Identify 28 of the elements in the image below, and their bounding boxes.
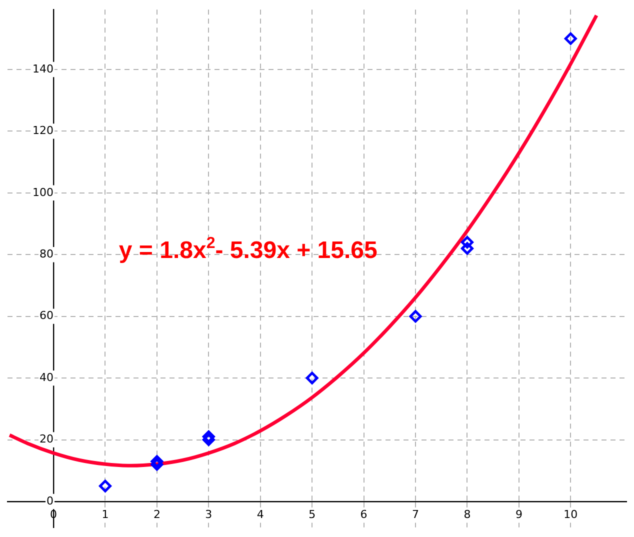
x-tick-label: 9: [515, 508, 522, 521]
y-tick-label: 0: [46, 494, 54, 508]
point: [202, 430, 215, 443]
y-tick-label: 60: [40, 309, 54, 322]
y-tick-label: 40: [40, 370, 54, 384]
point: [150, 455, 164, 468]
x-tick-label: 4: [256, 508, 264, 521]
y-tick-label: 20: [40, 432, 54, 446]
x-tick-label: 10: [564, 508, 578, 521]
point: [460, 236, 474, 249]
x-tick-label: 6: [360, 508, 368, 521]
x-tick-label: 3: [205, 508, 212, 521]
x-tick-label: 5: [308, 508, 316, 521]
point: [460, 242, 474, 255]
point: [409, 310, 422, 323]
x-tick-label: 7: [412, 508, 420, 521]
y-tick-label: 100: [32, 186, 54, 199]
point: [98, 480, 112, 492]
point: [150, 458, 164, 471]
x-tick-label: 8: [464, 508, 471, 521]
y-tick-label: 140: [32, 62, 54, 76]
x-tick-label: 1: [102, 508, 109, 521]
x-tick-label: 2: [153, 508, 160, 521]
point: [564, 32, 577, 45]
y-tick-label: 120: [32, 124, 54, 138]
point: [306, 372, 318, 384]
y-tick-label: 80: [40, 247, 54, 260]
point: [202, 434, 215, 446]
